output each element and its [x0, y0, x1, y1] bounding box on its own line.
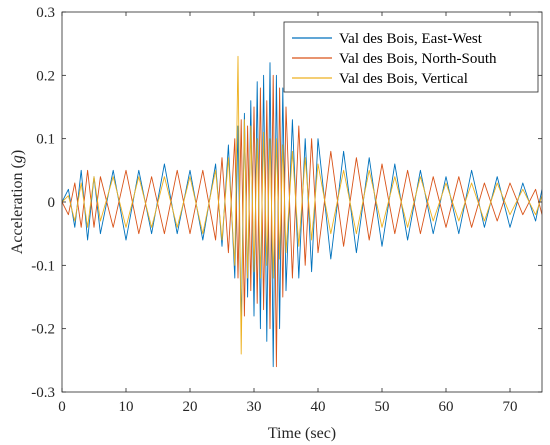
- y-tick-label: 0: [48, 195, 56, 211]
- x-tick-label: 10: [119, 399, 134, 415]
- x-axis-label: Time (sec): [268, 425, 336, 442]
- x-axis-ticks: 0 10 20 30 40 50 60 70: [58, 12, 518, 415]
- legend: Val des Bois, East-West Val des Bois, Nor…: [283, 21, 539, 93]
- y-axis-label-close: ): [9, 150, 26, 155]
- y-axis-label-unit: g: [9, 155, 26, 163]
- x-tick-label: 50: [375, 399, 390, 415]
- y-tick-label: -0.2: [31, 322, 55, 338]
- y-tick-label: 0.3: [36, 5, 55, 21]
- y-tick-label: -0.1: [31, 258, 55, 274]
- legend-label-2: Val des Bois, North-South: [339, 51, 497, 67]
- y-tick-label: 0.2: [36, 68, 55, 84]
- legend-label-1: Val des Bois, East-West: [339, 31, 483, 47]
- x-tick-label: 40: [311, 399, 326, 415]
- y-tick-label: -0.3: [31, 385, 55, 401]
- x-tick-label: 0: [58, 399, 66, 415]
- x-tick-label: 20: [183, 399, 198, 415]
- x-tick-label: 60: [439, 399, 454, 415]
- legend-box: [283, 21, 539, 93]
- y-axis-label: Acceleration (g): [9, 150, 26, 254]
- y-tick-label: 0.1: [36, 132, 55, 148]
- y-axis-label-main: Acceleration (: [9, 163, 26, 254]
- series-line-3: [62, 55, 542, 355]
- legend-entries: Val des Bois, East-West Val des Bois, Nor…: [292, 31, 497, 87]
- x-tick-label: 30: [247, 399, 262, 415]
- series-layer: [62, 55, 542, 368]
- x-tick-label: 70: [503, 399, 518, 415]
- y-axis-ticks: -0.3 -0.2 -0.1 0 0.1 0.2 0.3: [31, 5, 542, 401]
- legend-label-3: Val des Bois, Vertical: [339, 71, 468, 87]
